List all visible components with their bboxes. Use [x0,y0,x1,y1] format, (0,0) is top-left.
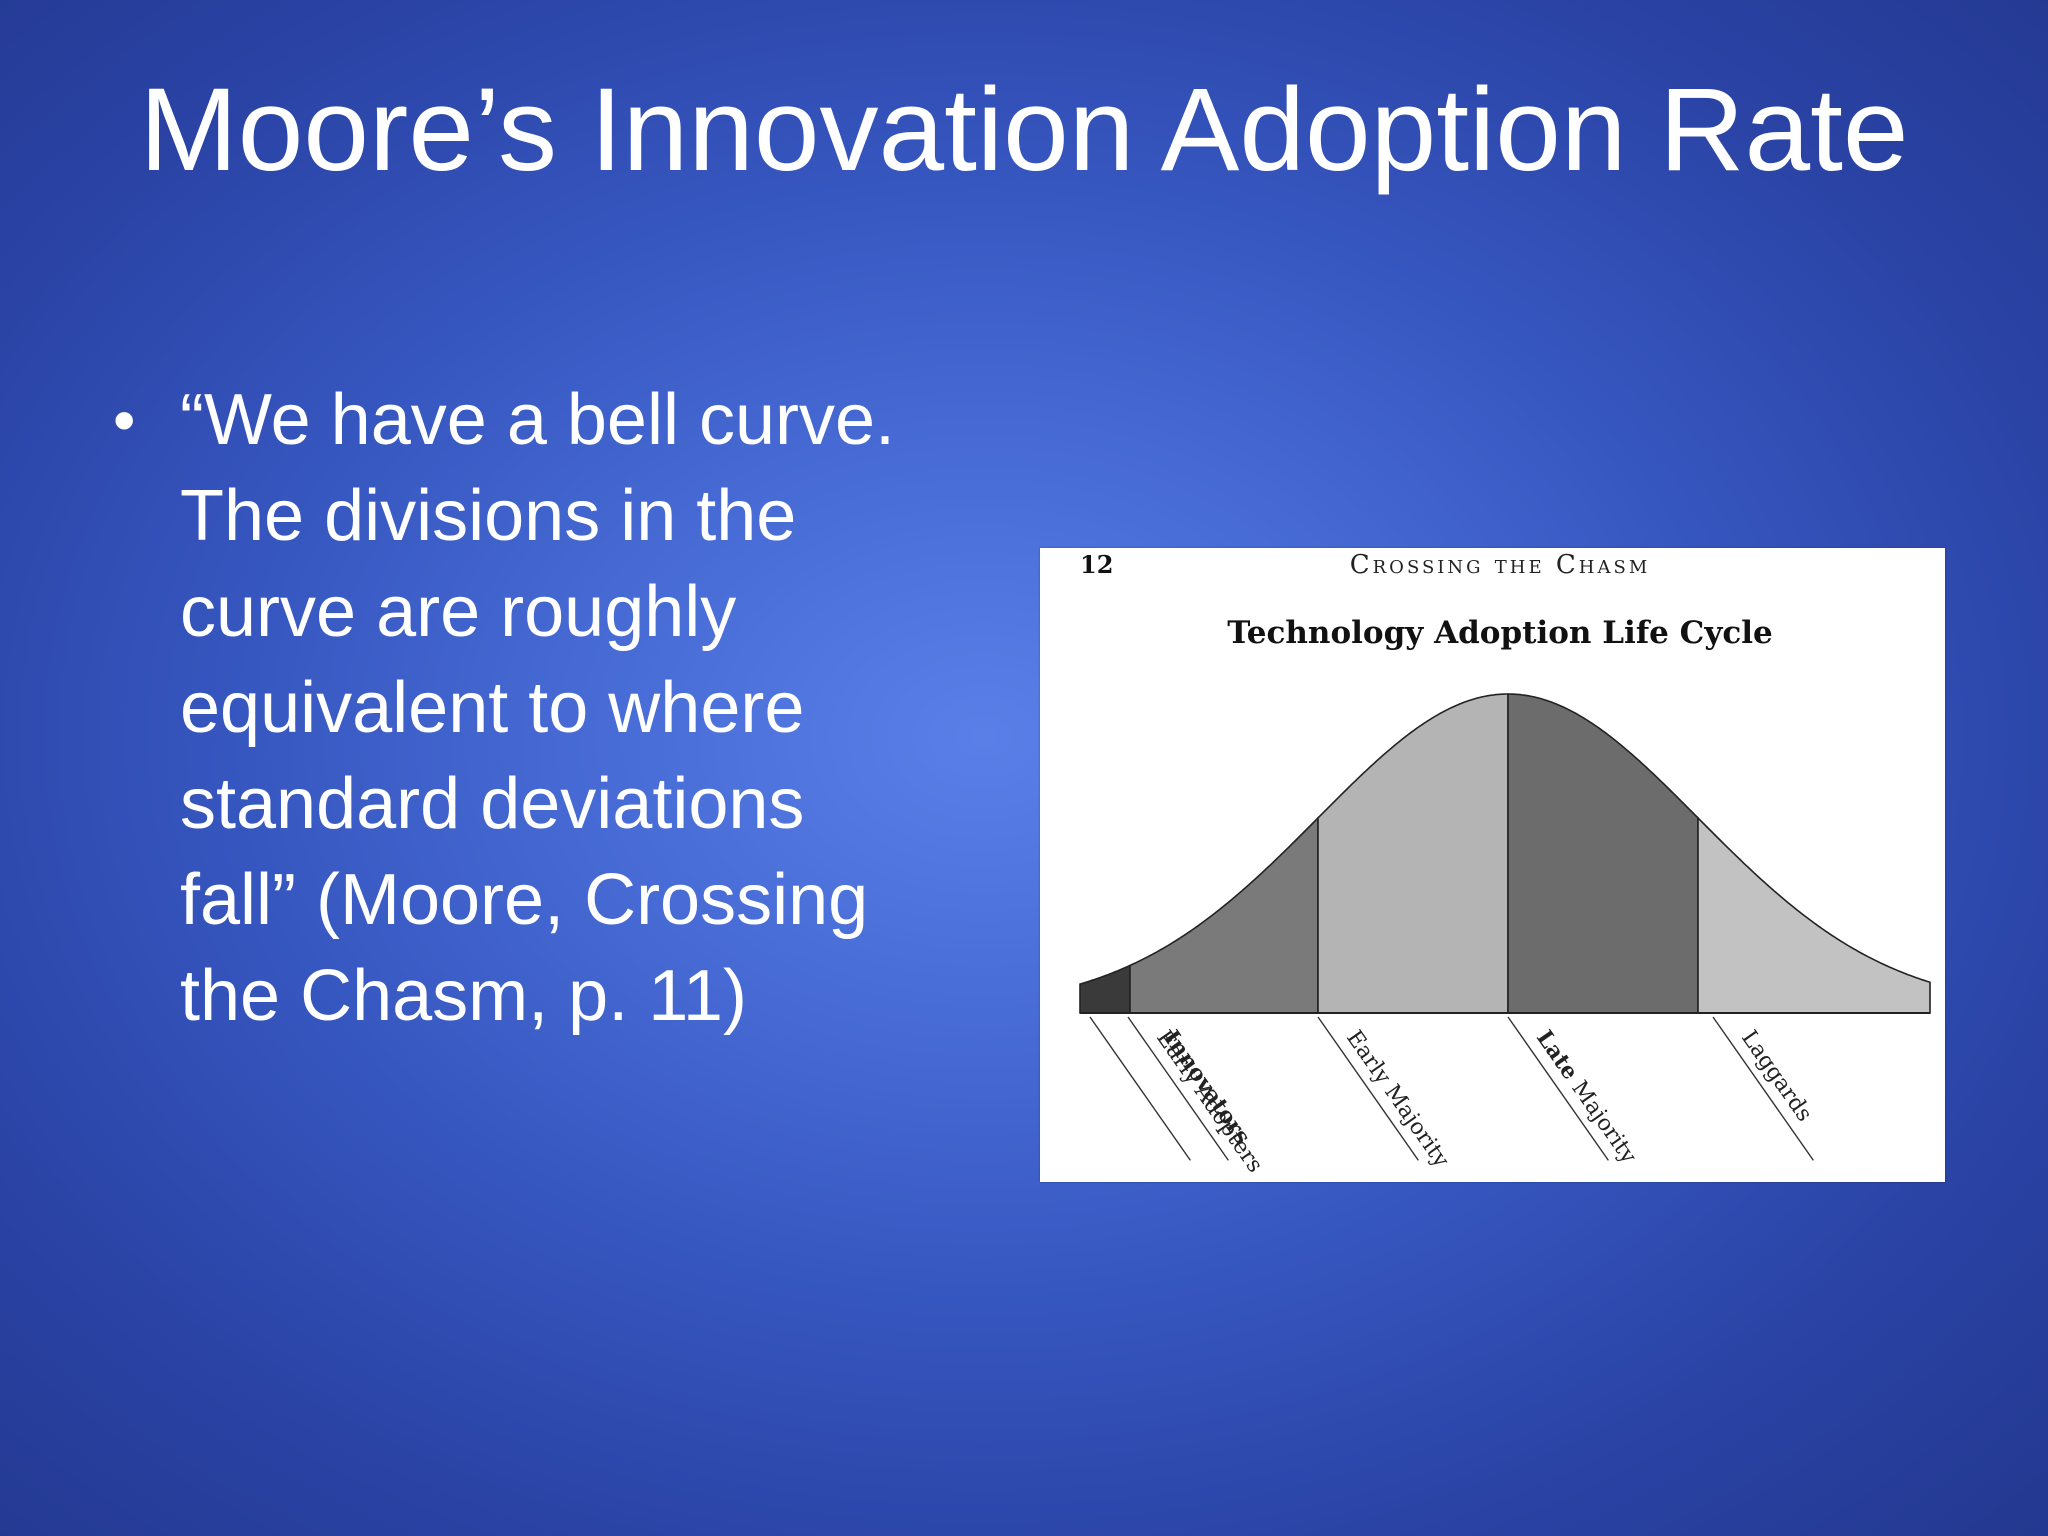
adoption-curve-figure: 12 Crossing the Chasm Technology Adoptio… [1040,548,1945,1182]
segment-label-laggards: Laggards [1736,1026,1817,1126]
chart-title: Technology Adoption Life Cycle [1227,615,1772,651]
curve-region-innovators [1079,964,1131,1014]
quote-text: “We have a bell curve. The divisions in … [180,380,896,1036]
running-head: Crossing the Chasm [1350,550,1651,580]
slide-title: Moore’s Innovation Adoption Rate [139,64,1909,196]
segment-label-late-majority: Late Majority [1531,1026,1642,1169]
leader-line [1127,1016,1229,1161]
curve-region-early-majority [1317,693,1509,1014]
curve-region-early-adopters [1129,815,1319,1014]
segment-label-early-majority: Early Majority [1341,1026,1454,1172]
leader-line [1089,1016,1191,1161]
curve-region-late-majority [1507,693,1699,1014]
leader-line [1317,1016,1419,1161]
segment-label-early-adopters: Early Adopters [1151,1026,1267,1177]
curve-regions [1079,693,1931,1014]
curve-region-laggards [1697,815,1931,1014]
leader-line [1507,1016,1609,1161]
bullet-dot-icon: • [113,384,136,456]
page-number: 12 [1080,550,1113,579]
adoption-curve-chart: 12 Crossing the Chasm Technology Adoptio… [1079,550,1931,1177]
leader-line [1712,1016,1814,1161]
